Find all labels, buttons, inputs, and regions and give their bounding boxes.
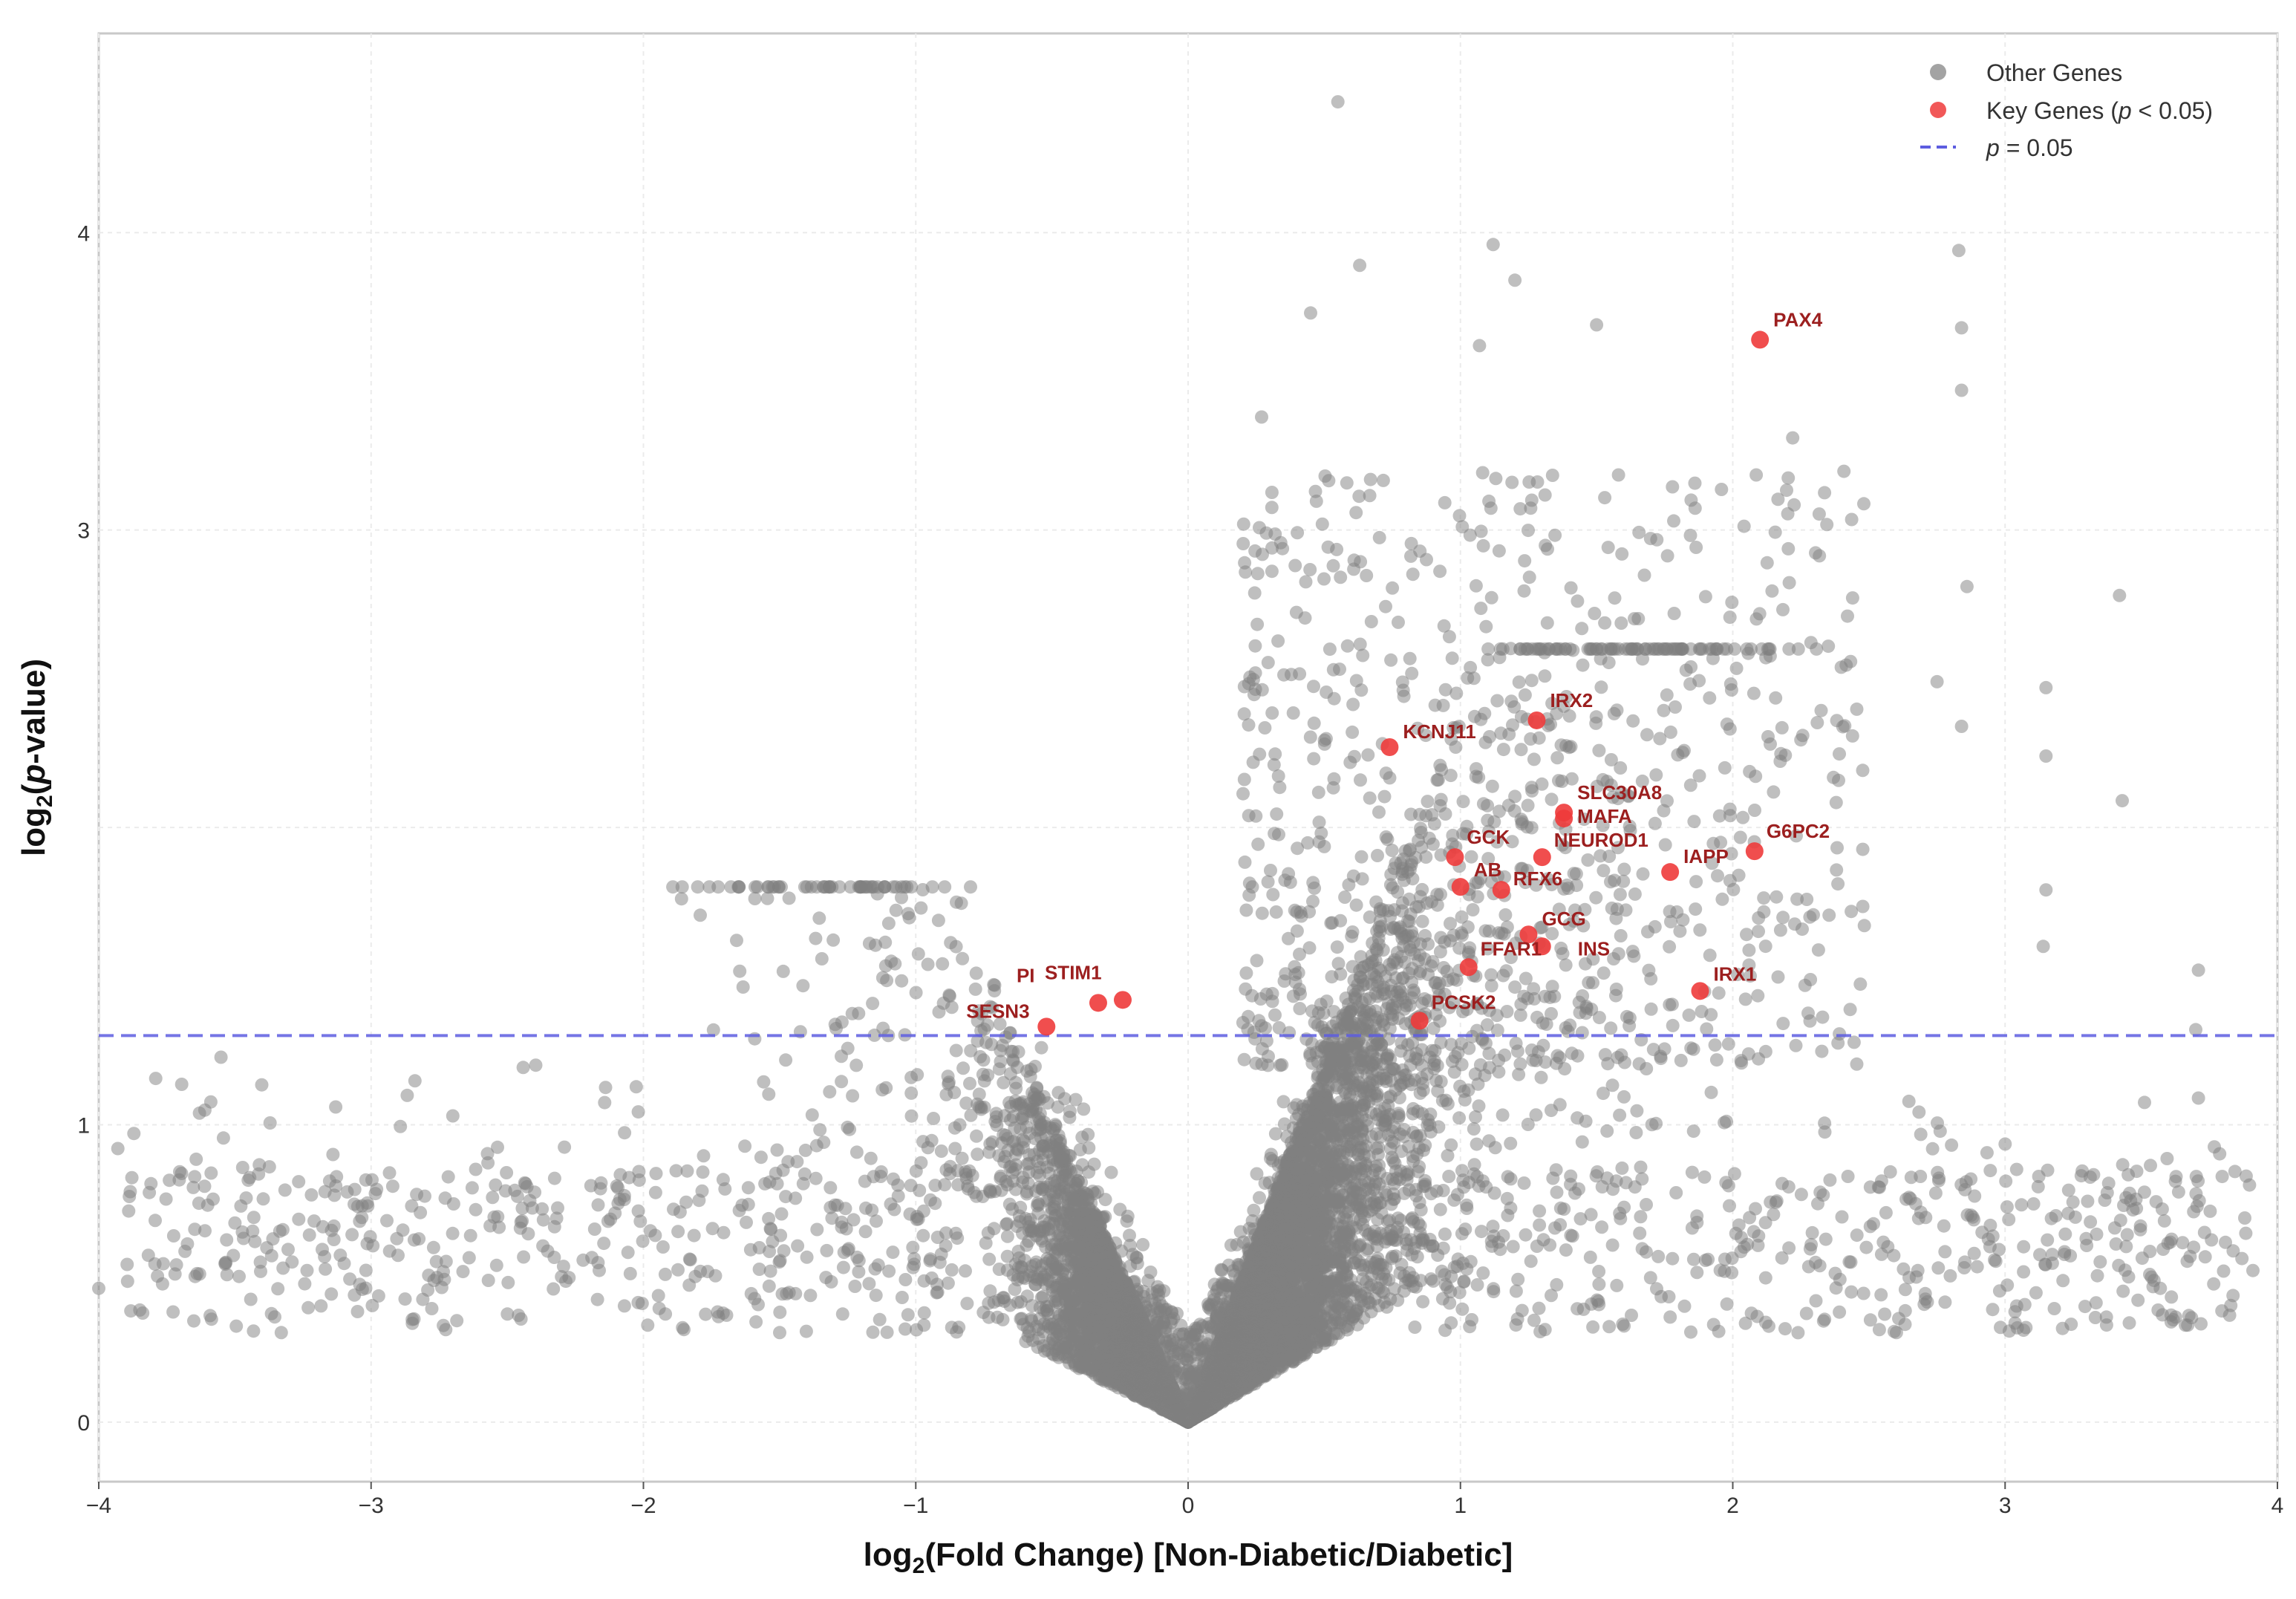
other-gene-point <box>1597 1087 1610 1101</box>
other-gene-point <box>1500 1191 1514 1205</box>
other-gene-point <box>964 1043 978 1058</box>
other-gene-point <box>904 1109 919 1123</box>
other-gene-point <box>1380 833 1395 847</box>
other-gene-point <box>1075 1130 1089 1144</box>
other-gene-point <box>1104 1165 1118 1179</box>
other-gene-point <box>1421 795 1435 809</box>
other-gene-point <box>959 1264 972 1278</box>
other-gene-point <box>815 952 829 965</box>
other-gene-point <box>1374 1130 1387 1144</box>
other-gene-point <box>964 880 977 894</box>
other-gene-point <box>886 1245 900 1260</box>
other-gene-point <box>1640 728 1654 742</box>
other-gene-point <box>1693 923 1707 937</box>
other-gene-point <box>1562 709 1576 723</box>
other-gene-point <box>1512 675 1526 689</box>
other-gene-point <box>691 880 705 894</box>
other-gene-point <box>959 1096 973 1110</box>
other-gene-point <box>1478 735 1493 749</box>
other-gene-point <box>982 1252 997 1266</box>
other-genes-series <box>92 95 2260 1429</box>
other-gene-point <box>826 933 841 947</box>
other-gene-point <box>1349 898 1363 912</box>
other-gene-point <box>938 880 952 894</box>
other-gene-point <box>1505 835 1519 849</box>
other-gene-point <box>813 1123 827 1137</box>
other-gene-point <box>770 1143 784 1157</box>
other-gene-point <box>914 901 928 915</box>
other-gene-point <box>1653 732 1667 746</box>
other-gene-point <box>1704 1085 1718 1099</box>
other-gene-point <box>945 1263 959 1277</box>
other-gene-point <box>1000 1229 1014 1243</box>
other-gene-point <box>675 880 689 894</box>
other-gene-point <box>849 1145 864 1159</box>
other-gene-point <box>733 964 747 978</box>
other-gene-point <box>881 916 896 931</box>
other-gene-point <box>1467 1122 1481 1136</box>
other-gene-point <box>866 997 880 1011</box>
other-gene-point <box>1276 1095 1291 1109</box>
other-gene-point <box>1063 1110 1077 1124</box>
other-gene-point <box>972 1087 986 1101</box>
other-gene-point <box>1423 1107 1438 1121</box>
other-gene-point <box>1456 795 1470 809</box>
other-gene-point <box>968 982 982 996</box>
other-gene-point <box>889 903 903 917</box>
other-gene-point <box>852 1006 866 1020</box>
other-gene-point <box>1504 1136 1518 1150</box>
other-gene-point <box>1470 1137 1484 1151</box>
other-gene-point <box>1532 731 1546 745</box>
other-gene-point <box>809 931 823 945</box>
other-gene-point <box>1689 875 1703 889</box>
other-gene-point <box>1617 862 1631 876</box>
other-gene-point <box>970 1129 983 1143</box>
other-gene-point <box>1073 1143 1087 1157</box>
other-gene-point <box>1433 1202 1447 1217</box>
other-gene-point <box>971 1147 985 1162</box>
other-gene-point <box>1610 703 1624 717</box>
other-gene-point <box>1663 725 1677 739</box>
other-gene-point <box>981 1226 995 1240</box>
other-gene-point <box>782 891 796 905</box>
other-gene-point <box>1493 804 1506 818</box>
other-gene-point <box>979 1236 993 1250</box>
other-gene-point <box>898 1273 913 1286</box>
other-gene-point <box>1415 914 1429 928</box>
other-gene-point <box>849 1058 864 1072</box>
other-gene-point <box>1427 817 1441 831</box>
other-gene-point <box>749 880 762 894</box>
other-gene-point <box>1496 743 1510 757</box>
other-gene-point <box>1430 773 1444 787</box>
other-gene-point <box>1499 964 1513 978</box>
other-gene-point <box>895 974 909 988</box>
other-gene-point <box>1689 902 1703 916</box>
other-gene-point <box>1136 1237 1150 1251</box>
other-gene-point <box>1034 1041 1048 1055</box>
other-gene-point <box>973 1049 988 1064</box>
other-gene-point <box>916 1228 930 1243</box>
other-gene-point <box>796 979 810 993</box>
other-gene-point <box>1613 1108 1627 1122</box>
other-gene-point <box>969 966 983 980</box>
other-gene-point <box>1452 1111 1467 1125</box>
other-gene-point <box>1504 694 1519 709</box>
other-gene-point <box>1611 841 1625 855</box>
other-gene-point <box>964 1108 978 1122</box>
other-gene-point <box>944 936 958 950</box>
other-gene-point <box>1253 1191 1266 1205</box>
other-gene-point <box>1490 694 1504 708</box>
other-gene-point <box>1700 1022 1714 1036</box>
other-gene-point <box>776 964 790 978</box>
other-gene-point <box>994 1055 1008 1069</box>
